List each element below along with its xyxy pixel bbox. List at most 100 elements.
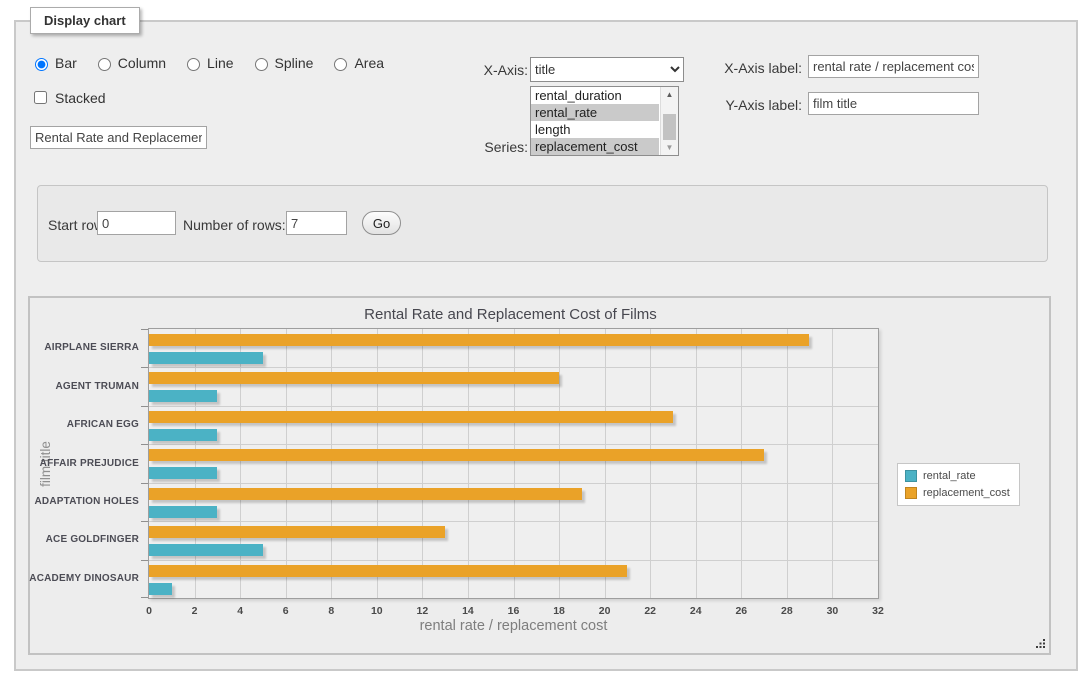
- chart-type-option-bar[interactable]: Bar: [30, 55, 77, 71]
- start-row-label: Start row:: [48, 217, 108, 233]
- x-tick-label: 22: [644, 605, 657, 617]
- bar-replacement_cost: [149, 372, 559, 385]
- x-axis-label: X-Axis:: [483, 62, 528, 78]
- x-tick-label: 2: [191, 605, 198, 617]
- go-button[interactable]: Go: [362, 211, 401, 235]
- bar-replacement_cost: [149, 526, 445, 539]
- category-label: ACE GOLDFINGER: [45, 534, 139, 546]
- x-tick-label: 4: [237, 605, 244, 617]
- stacked-label: Stacked: [55, 89, 106, 106]
- category-label: ACADEMY DINOSAUR: [29, 572, 139, 584]
- category-label: ADAPTATION HOLES: [34, 495, 139, 507]
- x-axis-select[interactable]: title: [530, 57, 684, 82]
- number-of-rows-input[interactable]: [286, 211, 347, 235]
- chart-type-radio-bar[interactable]: [35, 58, 48, 71]
- chart-type-label: Bar: [55, 55, 77, 71]
- x-tick-label: 18: [553, 605, 565, 617]
- gridline-vertical: [467, 329, 469, 598]
- gridline-vertical: [604, 329, 606, 598]
- gridline-vertical: [832, 329, 834, 598]
- x-tick-label: 24: [689, 605, 702, 617]
- series-option-length[interactable]: length: [535, 122, 571, 137]
- x-tick-label: 14: [462, 605, 474, 617]
- bar-rental_rate: [149, 544, 263, 557]
- category-label: AFRICAN EGG: [66, 419, 139, 431]
- gridline-vertical: [650, 329, 652, 598]
- bar-rental_rate: [149, 390, 218, 403]
- legend-label: replacement_cost: [923, 487, 1010, 499]
- y-axis-label-input[interactable]: [808, 92, 979, 115]
- gridline-vertical: [376, 329, 378, 598]
- chart-type-option-area[interactable]: Area: [329, 55, 384, 71]
- chart-type-radio-area[interactable]: [334, 58, 348, 71]
- category-label: AFFAIR PREJUDICE: [39, 457, 139, 469]
- chart-type-option-column[interactable]: Column: [93, 55, 166, 71]
- gridline-vertical: [741, 329, 743, 598]
- x-tick-label: 12: [416, 605, 429, 617]
- category-label: AIRPLANE SIERRA: [44, 342, 139, 354]
- y-tick-mark: [141, 329, 148, 330]
- plot-area: rental rate / replacement cost 0 2 4 6 8 10 12…: [29, 328, 884, 634]
- x-tick-label: 28: [781, 605, 793, 617]
- bar-replacement_cost: [149, 410, 673, 423]
- bar-replacement_cost: [149, 564, 628, 577]
- chart-title-input[interactable]: [30, 126, 207, 149]
- chart-type-radio-line[interactable]: [187, 58, 201, 71]
- y-tick-mark: [141, 521, 148, 523]
- gridline-horizontal: [149, 559, 878, 561]
- stacked-checkbox-row[interactable]: Stacked: [30, 88, 106, 107]
- chart-type-label: Spline: [274, 55, 314, 71]
- gridline-vertical: [513, 329, 515, 598]
- x-tick-label: 16: [507, 605, 520, 617]
- chart-type-radio-column[interactable]: [97, 58, 111, 71]
- x-tick-label: 30: [826, 605, 839, 617]
- chart-type-option-line[interactable]: Line: [182, 55, 234, 71]
- start-row-input[interactable]: [97, 211, 176, 235]
- chart-type-radio-group: Bar Column Line Spline Area: [30, 55, 384, 71]
- resize-grip-icon[interactable]: [1035, 638, 1046, 649]
- y-tick-mark: [141, 367, 148, 369]
- x-axis-label-input[interactable]: [808, 55, 979, 78]
- series-option-rental_duration[interactable]: rental_duration: [535, 88, 622, 103]
- chart-panel: Rental Rate and Replacement Cost of Film…: [28, 296, 1051, 655]
- bar-rental_rate: [149, 352, 263, 364]
- bar-rental_rate: [149, 505, 218, 518]
- category-label: AGENT TRUMAN: [55, 380, 139, 392]
- gridline-vertical: [786, 329, 788, 598]
- bar-rental_rate: [149, 467, 218, 480]
- chart-type-radio-spline[interactable]: [254, 58, 268, 71]
- bar-rental_rate: [149, 582, 172, 595]
- x-tick-label: 0: [146, 605, 152, 617]
- bar-replacement_cost: [149, 487, 582, 500]
- gridline-vertical: [559, 329, 561, 598]
- bar-rental_rate: [149, 428, 218, 441]
- gridline-vertical: [285, 329, 287, 598]
- chart-type-option-spline[interactable]: Spline: [250, 55, 314, 71]
- legend-item-replacement_cost: replacement_cost: [905, 487, 1010, 499]
- chart-type-label: Line: [207, 55, 234, 71]
- gridline-vertical: [331, 329, 333, 598]
- series-listbox[interactable]: rental_duration rental_rate length replacem…: [530, 86, 679, 156]
- scroll-down-icon[interactable]: ▼: [661, 140, 678, 155]
- y-tick-mark: [141, 405, 148, 407]
- scrollbar-thumb[interactable]: [663, 114, 676, 141]
- number-of-rows-label: Number of rows:: [183, 217, 286, 233]
- bar-replacement_cost: [149, 334, 810, 346]
- legend-swatch-icon: [905, 470, 917, 482]
- gridline-vertical: [240, 329, 242, 598]
- series-option-replacement_cost[interactable]: replacement_cost: [531, 138, 659, 155]
- series-option-rental_rate[interactable]: rental_rate: [531, 104, 659, 121]
- x-tick-label: 26: [735, 605, 748, 617]
- y-tick-mark: [141, 597, 148, 598]
- y-tick-mark: [141, 559, 148, 561]
- row-controls-panel: [37, 185, 1048, 262]
- chart-type-label: Column: [117, 55, 167, 71]
- bar-replacement_cost: [149, 449, 764, 462]
- series-scrollbar[interactable]: ▲ ▼: [660, 87, 678, 155]
- x-tick-label: 6: [282, 605, 289, 617]
- stacked-checkbox[interactable]: [34, 91, 47, 104]
- scroll-up-icon[interactable]: ▲: [661, 87, 678, 102]
- gridline-vertical: [194, 329, 196, 598]
- x-tick-label: 8: [328, 605, 335, 617]
